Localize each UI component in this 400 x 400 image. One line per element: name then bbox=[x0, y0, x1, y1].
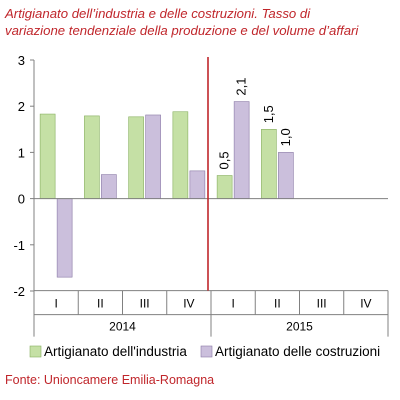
legend-swatch-industria bbox=[29, 345, 42, 358]
bar-costruzioni bbox=[145, 114, 161, 199]
chart-title-line-1: Artigianato dell’industria e delle costr… bbox=[5, 6, 311, 21]
category-label: II bbox=[97, 297, 104, 311]
bar-costruzioni bbox=[278, 152, 294, 199]
category-label: IV bbox=[183, 297, 194, 311]
category-label: IV bbox=[360, 297, 371, 311]
category-label: I bbox=[231, 297, 234, 311]
group-label: 2015 bbox=[286, 320, 313, 334]
bar-industria bbox=[128, 116, 144, 199]
y-tick-label: -1 bbox=[13, 238, 25, 253]
bar-industria bbox=[172, 111, 189, 199]
chart-title-line-2: variazione tendenziale della produzione … bbox=[5, 23, 359, 38]
chart-title: Artigianato dell’industria e delle costr… bbox=[5, 5, 397, 39]
bar-industria bbox=[84, 115, 100, 199]
y-tick-label: 0 bbox=[18, 192, 25, 207]
category-label: I bbox=[54, 297, 57, 311]
category-label: III bbox=[317, 297, 327, 311]
legend-label-costruzioni: Artigianato delle costruzioni bbox=[215, 344, 380, 359]
legend-swatch-costruzioni bbox=[200, 345, 213, 358]
legend-label-industria: Artigianato dell'industria bbox=[44, 344, 187, 359]
category-label: II bbox=[274, 297, 281, 311]
bar-costruzioni bbox=[233, 101, 250, 199]
y-tick-label: -2 bbox=[13, 284, 25, 299]
data-label: 1,5 bbox=[261, 105, 276, 123]
bar-industria bbox=[216, 175, 233, 199]
y-tick-label: 1 bbox=[18, 145, 25, 160]
bar-industria bbox=[261, 129, 277, 199]
bar-industria bbox=[39, 113, 56, 199]
category-label: III bbox=[140, 297, 150, 311]
data-label: 0,5 bbox=[217, 151, 232, 169]
data-label: 1,0 bbox=[278, 128, 293, 146]
source-note: Fonte: Unioncamere Emilia-Romagna bbox=[5, 373, 215, 387]
y-tick-label: 2 bbox=[18, 99, 25, 114]
bar-costruzioni bbox=[189, 170, 206, 199]
group-label: 2014 bbox=[109, 320, 136, 334]
data-label: 2,1 bbox=[234, 78, 249, 96]
bar-costruzioni bbox=[101, 174, 117, 199]
bar-costruzioni bbox=[56, 198, 73, 278]
y-tick-label: 3 bbox=[18, 53, 25, 68]
